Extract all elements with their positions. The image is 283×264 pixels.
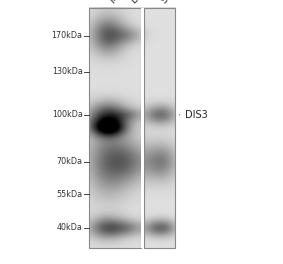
Text: MCF7: MCF7 (108, 0, 132, 5)
Bar (141, 8, 144, 248)
Text: 100kDa: 100kDa (52, 110, 83, 119)
Text: 55kDa: 55kDa (57, 190, 83, 199)
Text: DIS3: DIS3 (185, 110, 208, 120)
Text: SGC-7901: SGC-7901 (160, 0, 198, 5)
Text: DU145: DU145 (129, 0, 157, 5)
Text: 170kDa: 170kDa (52, 31, 83, 40)
Text: 70kDa: 70kDa (57, 157, 83, 166)
Bar (89, 8, 141, 248)
Text: 40kDa: 40kDa (57, 223, 83, 232)
Bar (144, 8, 175, 248)
Text: 130kDa: 130kDa (52, 67, 83, 76)
